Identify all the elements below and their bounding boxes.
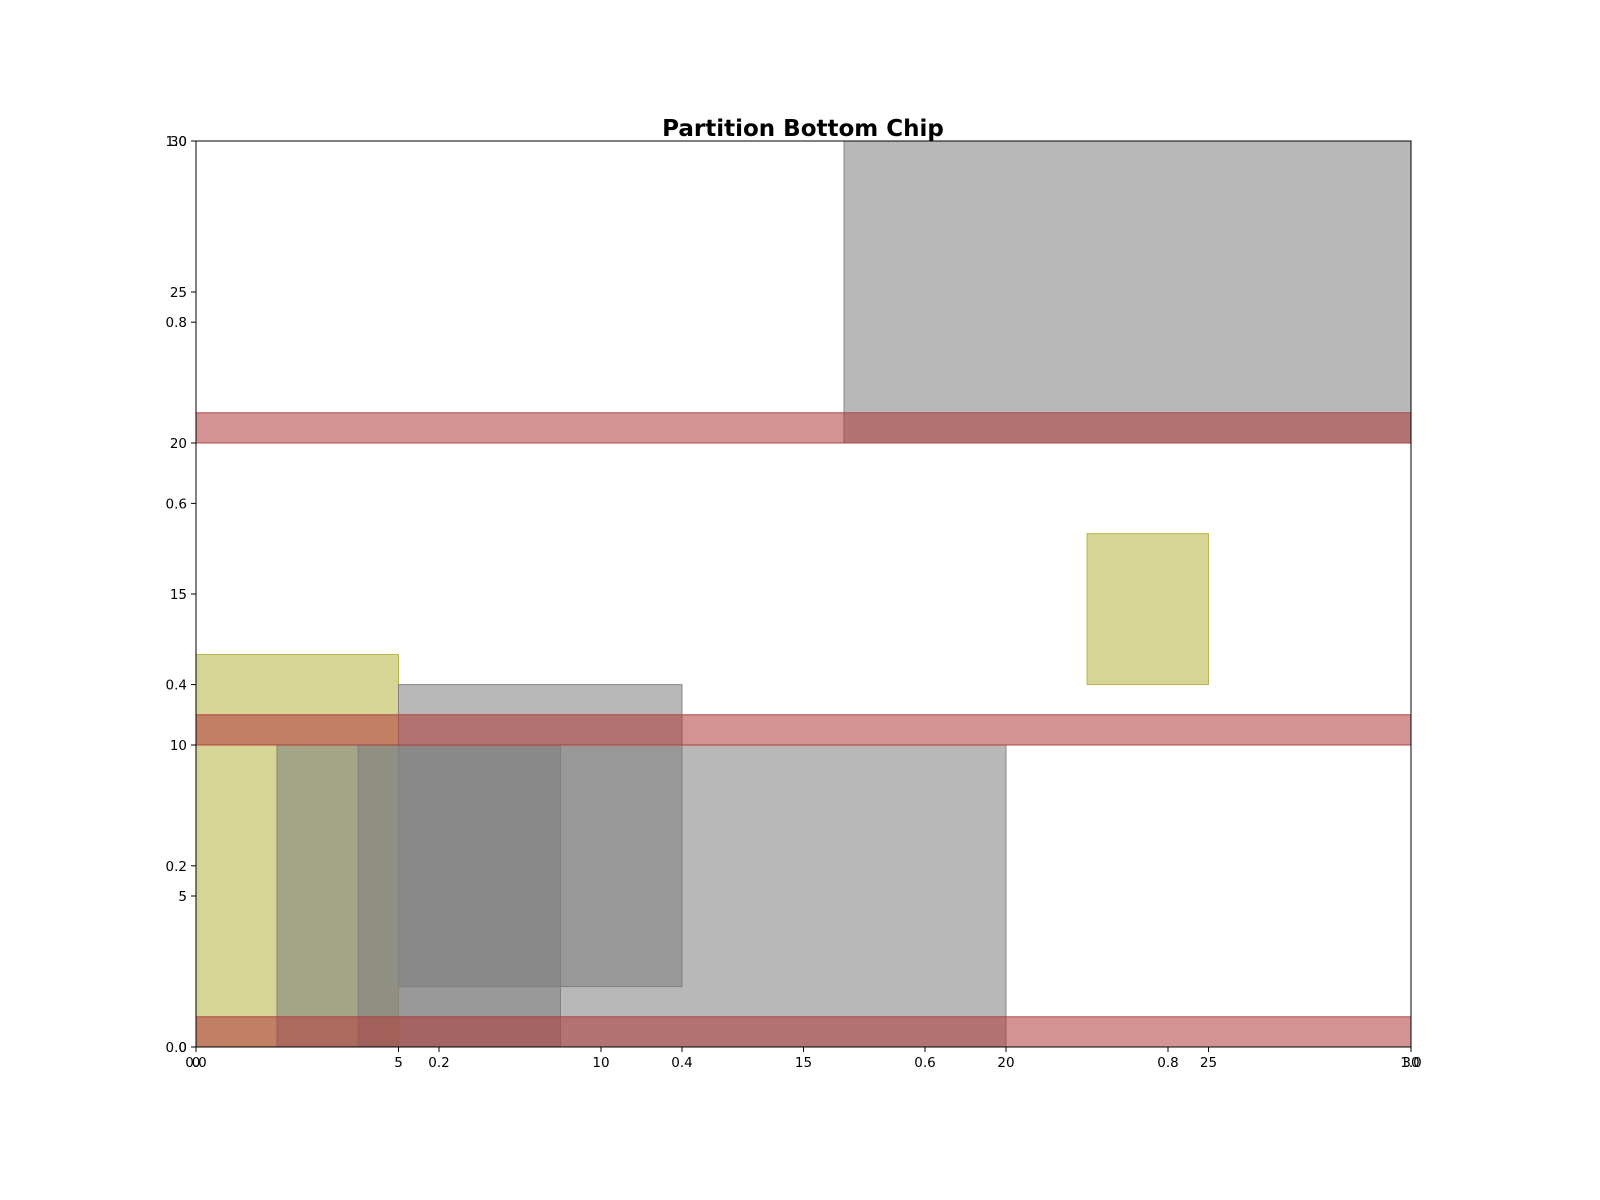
y-tick-label-4: 20 (170, 436, 187, 452)
y-secondary-tick-label-0: 0.0 (166, 1040, 187, 1056)
x-secondary-tick-label-2: 0.4 (671, 1055, 692, 1071)
x-secondary-tick-label-0: 0.0 (185, 1055, 206, 1071)
y-tick-label-0: 0 (178, 1040, 187, 1056)
x-secondary-tick-label-3: 0.6 (914, 1055, 935, 1071)
x-tick-label-6: 30 (1402, 1055, 1419, 1071)
y-secondary-tick-label-5: 1.0 (166, 134, 187, 150)
y-secondary-tick-label-1: 0.2 (166, 859, 187, 875)
bar-series-1-rect-3 (843, 140, 1412, 444)
x-tick-label-5: 25 (1200, 1055, 1217, 1071)
y-tick-label-3: 15 (170, 587, 187, 603)
y-tick-label-1: 5 (178, 889, 187, 905)
x-tick-label-2: 10 (592, 1055, 609, 1071)
bar-series-0-rect-1 (1086, 533, 1209, 686)
chart-title: Partition Bottom Chip (662, 116, 944, 142)
bar-series-2-rect-1 (195, 714, 1412, 746)
y-secondary-tick-label-3: 0.6 (166, 496, 187, 512)
y-tick-label-6: 30 (170, 134, 187, 150)
y-secondary-tick-label-2: 0.4 (166, 678, 187, 694)
axis-ticks: 0 5 10 15 20 25 30 0 5 10 15 20 25 30 0.0 0.2 0.4 0.6 0.8 1… (166, 134, 1422, 1071)
bar-series-2-rect-2 (195, 412, 1412, 444)
x-tick-label-4: 20 (997, 1055, 1014, 1071)
y-tick-label-5: 25 (170, 285, 187, 301)
bar-series-2-rect-0 (195, 1016, 1412, 1048)
x-tick-label-1: 5 (394, 1055, 403, 1071)
x-secondary-tick-label-1: 0.2 (428, 1055, 449, 1071)
x-tick-label-0: 0 (192, 1055, 201, 1071)
y-tick-label-2: 10 (170, 738, 187, 754)
x-tick-label-3: 15 (795, 1055, 812, 1071)
plot-marks (195, 140, 1412, 1048)
x-secondary-tick-label-5: 1.0 (1400, 1055, 1421, 1071)
x-secondary-tick-label-4: 0.8 (1157, 1055, 1178, 1071)
y-secondary-tick-label-4: 0.8 (166, 315, 187, 331)
